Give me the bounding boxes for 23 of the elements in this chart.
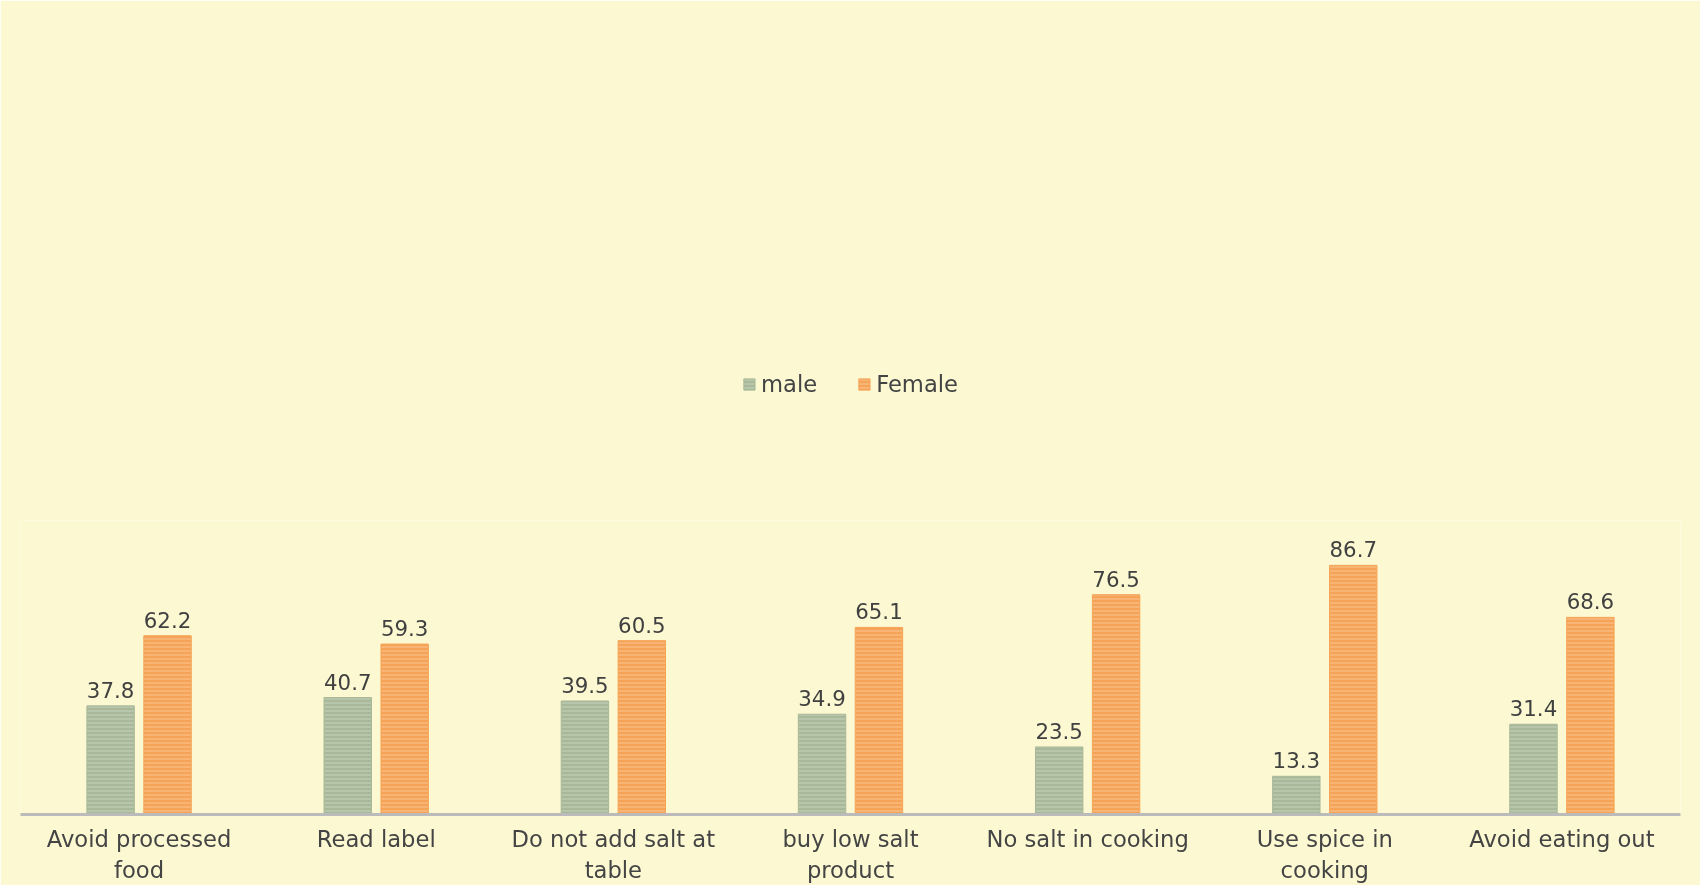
data-label: 37.8 [86,677,135,703]
legend-label: male [760,370,818,397]
data-label: 65.1 [855,599,903,625]
x-tick-label: Read label [316,825,436,852]
data-label: 23.5 [1035,718,1083,744]
x-tick-label: Do not add salt at table [511,825,716,883]
data-label: 86.7 [1329,537,1377,563]
x-tick-label: Use spice in cooking [1256,825,1393,883]
data-label: 39.5 [561,672,609,698]
data-label: 40.7 [324,669,372,695]
data-label: 60.5 [618,612,666,638]
data-label: 13.3 [1272,748,1321,774]
data-label: 59.3 [380,616,429,642]
data-label: 34.9 [798,686,846,712]
data-label: 62.2 [143,607,192,633]
data-label: 76.5 [1092,566,1140,592]
x-tick-label: No salt in cooking [986,825,1189,852]
data-label: 31.4 [1509,696,1558,722]
x-tick-label: Avoid processed food [46,825,232,883]
data-label: 68.6 [1566,589,1615,615]
x-tick-label: Avoid eating out [1469,825,1655,852]
legend-label: Female [876,370,959,397]
x-tick-label: buy low salt product [782,825,919,883]
